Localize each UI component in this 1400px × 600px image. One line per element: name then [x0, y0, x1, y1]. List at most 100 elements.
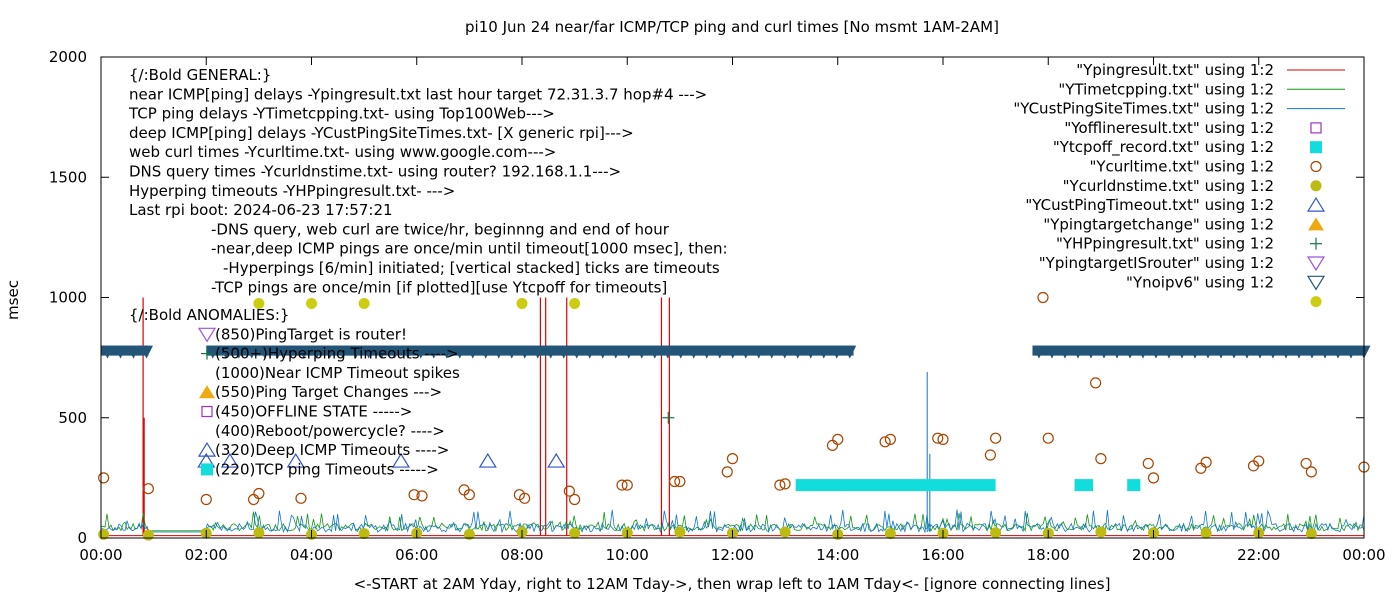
legend-label: "Ycurltime.txt" using 1:2 — [1089, 158, 1274, 176]
series-7-point — [662, 411, 675, 424]
legend-marker — [1310, 141, 1322, 154]
plot-data-layer — [98, 291, 1371, 541]
series-3-point — [248, 493, 260, 506]
series-9-tri — [687, 345, 701, 359]
x-tick-label: 00:00 — [1342, 546, 1385, 564]
legend-label: "Ycurldnstime.txt" using 1:2 — [1063, 177, 1274, 195]
annotation-line: web curl times -Ycurltime.txt- using www… — [129, 143, 556, 161]
legend-label: "Yofflineresult.txt" using 1:2 — [1064, 119, 1274, 137]
annotation-line: -DNS query, web curl are twice/hr, begin… — [211, 220, 670, 238]
series-9-tri — [1292, 345, 1306, 359]
annotation-line: {/:Bold ANOMALIES:} — [129, 306, 289, 324]
legend-marker — [1310, 160, 1322, 173]
series-9-tri — [492, 345, 506, 359]
x-tick-label: 02:00 — [185, 546, 228, 564]
series-9-tri — [1084, 345, 1098, 359]
series-3-point — [721, 466, 733, 478]
legend-label: "YCustPingTimeout.txt" using 1:2 — [1025, 196, 1274, 214]
series-3-point — [774, 479, 786, 491]
series-9-tri — [388, 345, 402, 359]
series-9-tri — [258, 345, 272, 359]
series-9-tri — [635, 345, 649, 359]
series-9-tri — [310, 345, 324, 359]
series-9-tri — [518, 345, 532, 359]
series-3-point — [1305, 466, 1317, 478]
annotation-line: -near,deep ICMP pings are once/min until… — [211, 240, 728, 258]
series-9-tri — [1253, 345, 1267, 359]
series-9-tri — [843, 345, 857, 359]
series-9-tri — [609, 345, 623, 359]
anomaly-marker — [199, 385, 215, 399]
legend-label: "YCustPingSiteTimes.txt" using 1:2 — [1013, 100, 1274, 118]
annotation-line: (850)PingTarget is router! — [215, 325, 407, 343]
series-3-point — [1200, 456, 1212, 468]
x-tick-label: 14:00 — [816, 546, 859, 564]
annotation-line: TCP ping delays -YTimetcpping.txt- using… — [128, 105, 555, 123]
series-3-point — [884, 433, 896, 445]
annotation-line: deep ICMP[ping] delays -YCustPingSiteTim… — [129, 124, 634, 142]
x-tick-label: 22:00 — [1237, 546, 1280, 564]
annotation-line: near ICMP[ping] delays -Ypingresult.txt … — [129, 85, 707, 103]
series-9-tri — [375, 345, 389, 359]
anomaly-marker — [197, 441, 217, 457]
series-9-tri — [1149, 345, 1163, 359]
series-9-tri — [1331, 345, 1345, 359]
series-3-point — [1253, 455, 1265, 467]
x-tick-label: 18:00 — [1027, 546, 1070, 564]
series-9-tri — [661, 345, 675, 359]
series-3-point — [826, 439, 839, 452]
series-6-point — [220, 452, 240, 468]
legend-marker — [1306, 275, 1326, 291]
series-9-tri — [1279, 345, 1293, 359]
series-3-point — [1147, 472, 1160, 484]
series-9-tri — [1344, 345, 1358, 359]
series-5-point — [253, 298, 265, 310]
legend-label: "Ypingtargetchange" using 1:2 — [1043, 215, 1274, 233]
series-9-tri — [739, 345, 753, 359]
legend: "Ypingresult.txt" using 1:2"YTimetcpping… — [1013, 61, 1345, 308]
series-9-tri — [219, 345, 233, 359]
y-tick-label: 1500 — [49, 168, 87, 186]
series-5-point — [358, 298, 370, 310]
series-4-point — [142, 529, 154, 541]
series-9-tri — [140, 345, 153, 359]
series-9-band — [206, 345, 854, 356]
annotation-line: -TCP pings are once/min [if plotted][use… — [211, 278, 667, 296]
x-tick-label: 06:00 — [395, 546, 438, 564]
series-6-point — [391, 452, 411, 468]
series-3-point — [253, 487, 265, 500]
series-9-tri — [101, 345, 114, 359]
series-9-tri — [232, 345, 246, 359]
series-9-tri — [1227, 345, 1241, 359]
series-5-point — [306, 298, 317, 310]
series-9-tri — [479, 345, 493, 359]
annotation-line: Last rpi boot: 2024-06-23 17:57:21 — [129, 201, 393, 219]
series-9-tri — [336, 345, 350, 359]
legend-label: "Ypingresult.txt" using 1:2 — [1076, 61, 1274, 79]
series-3-point — [669, 475, 681, 488]
series-9-tri — [557, 345, 571, 359]
series-9-tri — [531, 345, 545, 359]
series-8-bar — [795, 479, 996, 492]
series-9-tri — [544, 345, 558, 359]
x-tick-label: 00:00 — [79, 546, 122, 564]
y-tick-label: 2000 — [49, 48, 87, 66]
series-3-point — [779, 478, 791, 490]
series-6-point — [478, 452, 497, 468]
series-8-bar — [1127, 479, 1141, 492]
series-6-point — [286, 452, 305, 468]
series-3-point — [832, 433, 844, 445]
legend-marker — [1306, 256, 1326, 272]
series-3-point — [416, 490, 428, 502]
series-9-tri — [778, 345, 792, 359]
series-9-tri — [245, 345, 259, 359]
series-3-point — [1037, 291, 1049, 304]
legend-marker — [1310, 237, 1322, 250]
series-3-point — [200, 493, 212, 506]
legend-marker — [1310, 122, 1322, 134]
series-9-tri — [1201, 345, 1215, 359]
series-9-tri — [817, 345, 831, 359]
series-9-tri — [752, 345, 766, 359]
annotation-line: (450)OFFLINE STATE -----> — [215, 403, 412, 421]
